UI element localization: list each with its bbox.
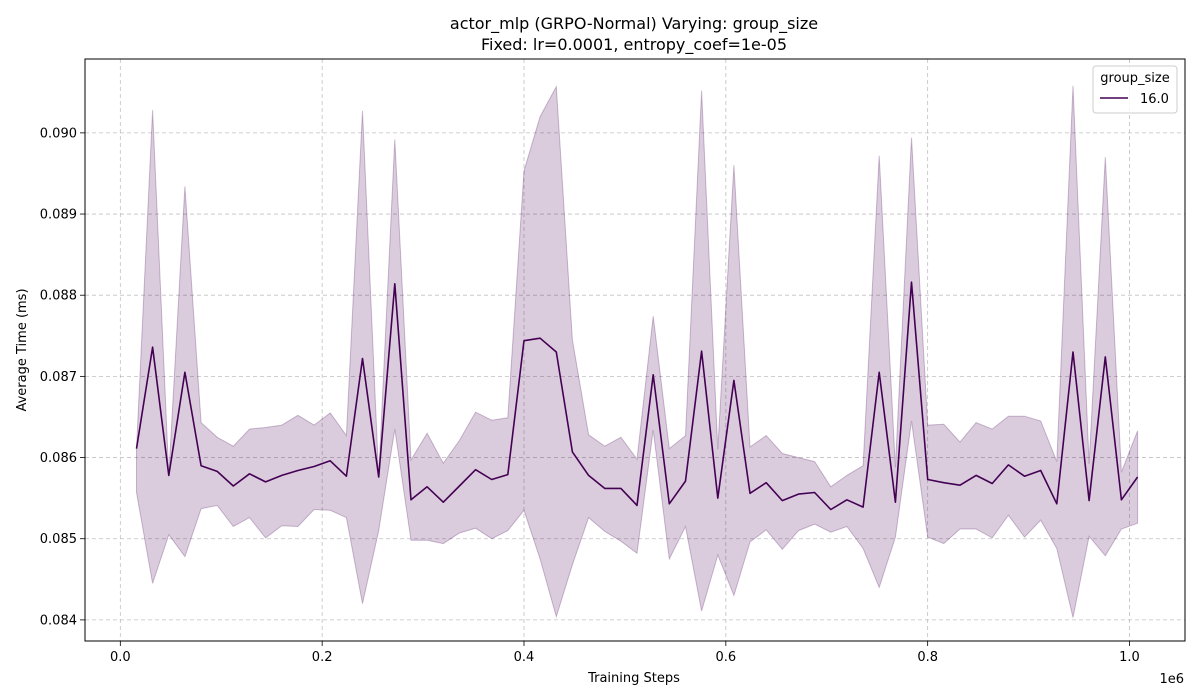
y-tick-label: 0.089 (40, 208, 77, 223)
series-line-layer (135, 281, 1139, 511)
y-axis-label: Average Time (ms) (15, 288, 30, 411)
grid-lines (85, 59, 1185, 641)
y-tick-label: 0.086 (40, 451, 77, 466)
x-axis-label: Training Steps (587, 671, 680, 686)
y-tick-label: 0.088 (40, 289, 77, 304)
confidence-band (136, 84, 1139, 619)
legend-box (1092, 65, 1178, 114)
confidence-band-layer (136, 84, 1139, 619)
series-line (135, 281, 1139, 511)
y-tick-label: 0.087 (40, 370, 77, 385)
chart-subtitle: Fixed: lr=0.0001, entropy_coef=1e-05 (481, 35, 787, 55)
x-tick-label: 0.0 (110, 650, 131, 665)
y-tick-label: 0.084 (40, 613, 77, 628)
x-tick-label: 0.2 (312, 650, 333, 665)
legend-title: group_size (1100, 71, 1169, 86)
chart-title: actor_mlp (GRPO-Normal) Varying: group_s… (450, 14, 818, 34)
y-tick-label: 0.085 (40, 532, 77, 547)
plot-area-frame (84, 58, 1186, 642)
x-axis-scale-label: 1e6 (1159, 672, 1184, 687)
legend: group_size 16.0 (1092, 65, 1178, 114)
y-axis-ticks: 0.084 0.085 0.086 0.087 0.088 0.089 0.090 (40, 126, 85, 628)
x-tick-label: 1.0 (1119, 650, 1140, 665)
y-tick-label: 0.090 (40, 126, 77, 141)
x-axis-ticks: 0.0 0.2 0.4 0.6 0.8 1.0 (110, 641, 1140, 665)
x-tick-label: 0.4 (514, 650, 535, 665)
x-tick-label: 0.8 (917, 650, 938, 665)
legend-entry-label: 16.0 (1140, 92, 1169, 107)
x-tick-label: 0.6 (715, 650, 736, 665)
